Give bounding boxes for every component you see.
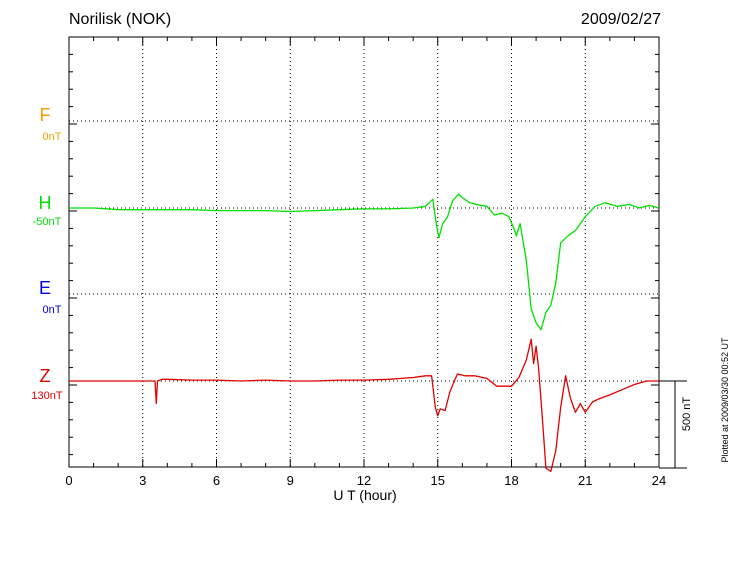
component-f-label: F xyxy=(39,105,51,125)
x-tick-label: 15 xyxy=(431,473,445,488)
component-z-label: Z xyxy=(39,366,51,386)
x-tick-label: 0 xyxy=(65,473,72,488)
series-lines xyxy=(69,193,660,473)
plotted-timestamp: Plotted at 2009/03/30 00:52 UT xyxy=(720,337,730,463)
grid-lines xyxy=(69,37,659,467)
station-title: Norilisk (NOK) xyxy=(69,11,172,28)
component-h-offset: -50nT xyxy=(32,216,62,228)
x-tick-label: 12 xyxy=(357,473,371,488)
axis-ticks: 0 3 6 9 12 15 18 21 24 xyxy=(65,37,666,488)
component-e-label: E xyxy=(38,278,51,298)
component-e-offset: 0nT xyxy=(42,304,62,316)
x-tick-label: 24 xyxy=(652,473,666,488)
scale-bar xyxy=(659,380,687,469)
series-line-z xyxy=(69,338,659,473)
component-f-offset: 0nT xyxy=(42,131,62,143)
x-tick-label: 21 xyxy=(578,473,592,488)
component-z-offset: 130nT xyxy=(31,390,63,402)
component-h-label: H xyxy=(38,193,52,213)
date-title: 2009/02/27 xyxy=(580,11,661,28)
x-tick-label: 3 xyxy=(139,473,146,488)
x-tick-label: 18 xyxy=(504,473,518,488)
x-tick-label: 6 xyxy=(213,473,220,488)
x-tick-label: 9 xyxy=(287,473,294,488)
scale-bar-label: 500 nT xyxy=(681,396,693,432)
magnetogram-plot: 0 3 6 9 12 15 18 21 24 xyxy=(65,36,687,488)
series-line-h xyxy=(69,193,660,331)
x-axis-label: U T (hour) xyxy=(333,487,397,503)
